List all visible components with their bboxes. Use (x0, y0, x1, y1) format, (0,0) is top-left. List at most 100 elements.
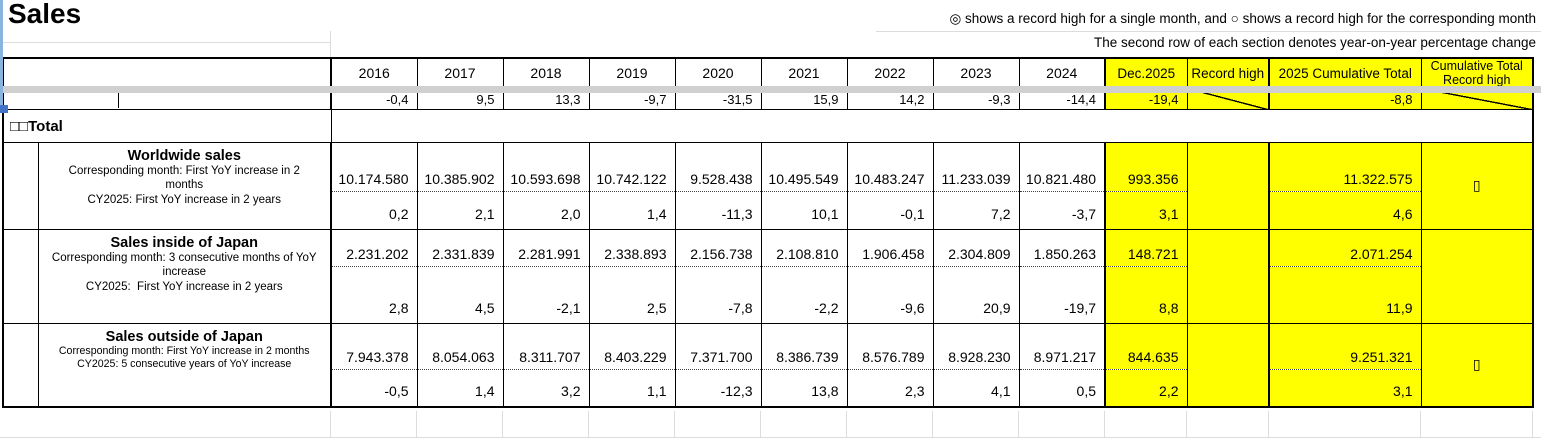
cumulative-record-header[interactable]: Cumulative Total Record high (1420, 57, 1534, 88)
value-cell[interactable]: 2.331.839 (416, 229, 504, 267)
dec-value-cell[interactable]: 844.635 (1104, 323, 1188, 370)
yoy-cell[interactable]: 0,2 (330, 191, 418, 230)
year-header[interactable]: 2022 (846, 57, 934, 88)
yoy-cell[interactable]: 2,0 (502, 191, 590, 230)
yoy-cell[interactable]: -3,7 (1018, 191, 1106, 230)
row-label-worldwide[interactable]: Worldwide sales Corresponding month: Fir… (37, 142, 332, 230)
value-cell[interactable]: 8.928.230 (932, 323, 1020, 370)
selection-handle[interactable] (0, 105, 8, 113)
yoy-cell[interactable]: -2,1 (502, 266, 590, 324)
value-cell[interactable]: 8.054.063 (416, 323, 504, 370)
yoy-cell[interactable]: 2,1 (416, 191, 504, 230)
yoy-cell[interactable]: -0,1 (846, 191, 934, 230)
gridline (876, 31, 1541, 32)
dec-value-cell[interactable]: 993.356 (1104, 142, 1188, 192)
value-cell[interactable]: 8.403.229 (588, 323, 676, 370)
yoy-cell[interactable]: 20,9 (932, 266, 1020, 324)
yoy-cell[interactable]: 0,5 (1018, 369, 1106, 407)
yoy-cell[interactable]: -0,5 (330, 369, 418, 407)
cumulative-value-cell[interactable]: 11.322.575 (1268, 142, 1422, 192)
yoy-cell[interactable]: 1,1 (588, 369, 676, 407)
yoy-cell[interactable]: -2,2 (760, 266, 848, 324)
value-cell[interactable]: 1.850.263 (1018, 229, 1106, 267)
value-cell[interactable]: 8.386.739 (760, 323, 848, 370)
value-cell[interactable]: 11.233.039 (932, 142, 1020, 192)
year-header[interactable]: 2024 (1018, 57, 1106, 88)
dec-value-cell[interactable]: 148.721 (1104, 229, 1188, 267)
value-cell[interactable]: 10.385.902 (416, 142, 504, 192)
value-cell[interactable]: 2.156.738 (674, 229, 762, 267)
yoy-cell[interactable]: 2,8 (330, 266, 418, 324)
yoy-cell[interactable]: 10,1 (760, 191, 848, 230)
section-title[interactable]: □□Total (2, 109, 332, 143)
value-cell[interactable]: 10.483.247 (846, 142, 934, 192)
yoy-cell[interactable]: -7,8 (674, 266, 762, 324)
gridline (1018, 411, 1019, 437)
value-cell[interactable]: 10.174.580 (330, 142, 418, 192)
gridline (1104, 411, 1105, 437)
yoy-cell[interactable]: -12,3 (674, 369, 762, 407)
value-cell[interactable]: 8.311.707 (502, 323, 590, 370)
cumulative-yoy-cell[interactable]: 4,6 (1268, 191, 1422, 230)
value-cell[interactable]: 9.528.438 (674, 142, 762, 192)
yoy-cell[interactable]: 2,5 (588, 266, 676, 324)
year-header[interactable]: 2016 (330, 57, 418, 88)
cumulative-record-mark[interactable] (1420, 229, 1534, 324)
row-label-outside-japan[interactable]: Sales outside of Japan Corresponding mon… (37, 323, 332, 407)
year-header[interactable]: 2018 (502, 57, 590, 88)
value-cell[interactable]: 8.971.217 (1018, 323, 1106, 370)
record-high-cell[interactable] (1186, 323, 1270, 407)
value-cell[interactable]: 8.576.789 (846, 323, 934, 370)
yoy-cell[interactable]: 13,8 (760, 369, 848, 407)
yoy-cell[interactable]: -19,7 (1018, 266, 1106, 324)
section-header-row: □□Total (2, 109, 1534, 143)
year-header[interactable]: 2023 (932, 57, 1020, 88)
record-high-cell[interactable] (1186, 229, 1270, 324)
value-cell[interactable]: 10.742.122 (588, 142, 676, 192)
value-cell[interactable]: 1.906.458 (846, 229, 934, 267)
section-title-rest[interactable] (330, 109, 1534, 143)
year-header[interactable]: 2017 (416, 57, 504, 88)
yoy-cell[interactable]: 3,2 (502, 369, 590, 407)
dec-2025-header[interactable]: Dec.2025 (1104, 57, 1188, 88)
year-header[interactable]: 2019 (588, 57, 676, 88)
record-high-header[interactable]: Record high (1186, 57, 1270, 88)
dec-yoy-cell[interactable]: 2,2 (1104, 369, 1188, 407)
indent-cell[interactable] (2, 142, 39, 230)
yoy-cell[interactable]: 4,1 (932, 369, 1020, 407)
indent-cell[interactable] (2, 323, 39, 407)
cumulative-value-cell[interactable]: 2.071.254 (1268, 229, 1422, 267)
yoy-cell[interactable]: 4,5 (416, 266, 504, 324)
value-cell[interactable]: 2.281.991 (502, 229, 590, 267)
cumulative-total-header[interactable]: 2025 Cumulative Total (1268, 57, 1422, 88)
value-cell[interactable]: 2.231.202 (330, 229, 418, 267)
value-cell[interactable]: 2.338.893 (588, 229, 676, 267)
yoy-cell[interactable]: 1,4 (416, 369, 504, 407)
value-cell[interactable]: 10.593.698 (502, 142, 590, 192)
record-high-cell[interactable] (1186, 142, 1270, 230)
value-cell[interactable]: 2.304.809 (932, 229, 1020, 267)
yoy-cell[interactable]: 1,4 (588, 191, 676, 230)
cumulative-yoy-cell[interactable]: 11,9 (1268, 266, 1422, 324)
year-header[interactable]: 2020 (674, 57, 762, 88)
yoy-cell[interactable]: -9,6 (846, 266, 934, 324)
cumulative-record-mark[interactable]: ▯ (1420, 142, 1534, 230)
value-cell[interactable]: 10.495.549 (760, 142, 848, 192)
value-cell[interactable]: 10.821.480 (1018, 142, 1106, 192)
yoy-cell[interactable]: 7,2 (932, 191, 1020, 230)
dec-yoy-cell[interactable]: 8,8 (1104, 266, 1188, 324)
value-cell[interactable]: 7.371.700 (674, 323, 762, 370)
cumulative-value-cell[interactable]: 9.251.321 (1268, 323, 1422, 370)
indent-cell[interactable] (2, 229, 39, 324)
dec-yoy-cell[interactable]: 3,1 (1104, 191, 1188, 230)
yoy-cell[interactable]: 2,3 (846, 369, 934, 407)
value-cell[interactable]: 7.943.378 (330, 323, 418, 370)
gridline (1420, 411, 1421, 437)
cumulative-yoy-cell[interactable]: 3,1 (1268, 369, 1422, 407)
header-blank-cell[interactable] (2, 57, 332, 88)
value-cell[interactable]: 2.108.810 (760, 229, 848, 267)
cumulative-record-mark[interactable]: ▯ (1420, 323, 1534, 407)
row-label-inside-japan[interactable]: Sales inside of Japan Corresponding mont… (37, 229, 332, 324)
yoy-cell[interactable]: -11,3 (674, 191, 762, 230)
year-header[interactable]: 2021 (760, 57, 848, 88)
